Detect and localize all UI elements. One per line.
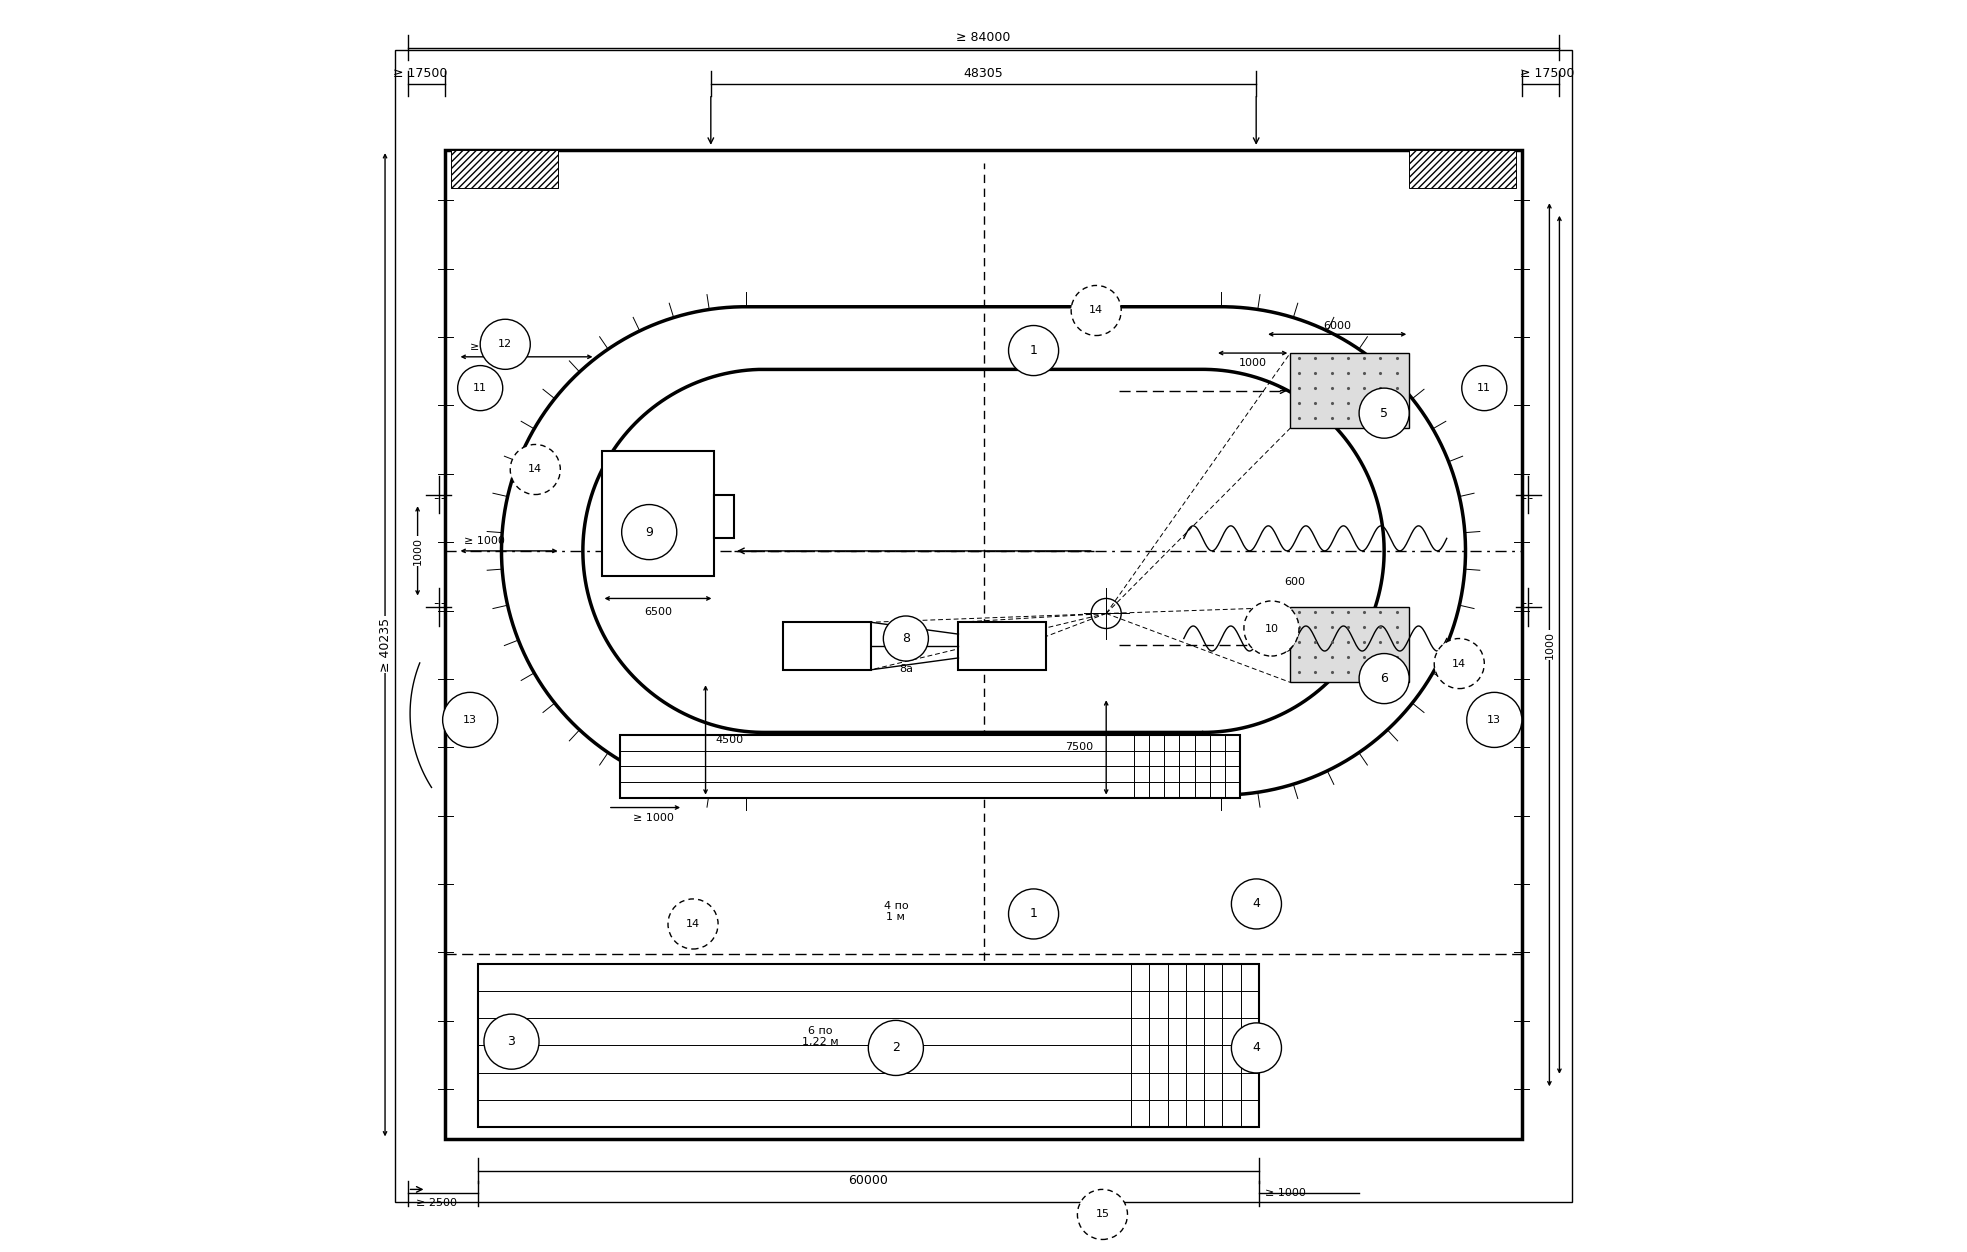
Circle shape	[1359, 388, 1408, 438]
Circle shape	[1231, 1023, 1281, 1073]
Text: 1: 1	[1029, 908, 1037, 920]
Text: 1000: 1000	[413, 537, 423, 565]
Bar	[1290, 353, 1408, 428]
Circle shape	[509, 444, 561, 495]
Text: ≥ 1000: ≥ 1000	[1265, 1188, 1306, 1198]
Text: 4500: 4500	[716, 735, 744, 745]
Text: 14: 14	[686, 919, 700, 929]
Text: 6: 6	[1381, 672, 1389, 685]
Circle shape	[1243, 601, 1298, 656]
Text: 6 по
1,22 м: 6 по 1,22 м	[803, 1025, 840, 1048]
Text: 5: 5	[1381, 407, 1389, 419]
Bar	[1408, 150, 1517, 188]
Text: ≥ 17500: ≥ 17500	[393, 68, 447, 80]
Text: 14: 14	[1090, 305, 1103, 316]
Bar	[620, 735, 1239, 798]
Circle shape	[1434, 639, 1485, 689]
Text: 6000: 6000	[1324, 321, 1351, 331]
Text: ≥ 1000: ≥ 1000	[464, 536, 506, 546]
Text: 12: 12	[498, 339, 511, 349]
Text: ≥ 84000: ≥ 84000	[956, 31, 1011, 44]
Text: 8а: 8а	[899, 664, 913, 674]
Circle shape	[1009, 326, 1058, 376]
Text: 14: 14	[529, 464, 543, 475]
Text: 1000: 1000	[1239, 358, 1267, 368]
Bar	[714, 495, 734, 538]
Text: 60000: 60000	[848, 1174, 889, 1187]
Circle shape	[480, 319, 531, 369]
Circle shape	[458, 366, 504, 411]
Circle shape	[622, 505, 677, 560]
Circle shape	[867, 1020, 923, 1075]
Text: 11: 11	[474, 383, 488, 393]
Text: 2: 2	[891, 1042, 899, 1054]
Text: ≥ 1000: ≥ 1000	[633, 813, 675, 823]
Bar	[958, 622, 1046, 670]
Bar	[602, 451, 714, 576]
Text: 13: 13	[462, 715, 478, 725]
Text: 15: 15	[1096, 1209, 1109, 1219]
Text: 3: 3	[507, 1035, 515, 1048]
Text: 600: 600	[1284, 577, 1304, 587]
Circle shape	[883, 616, 928, 661]
Text: 1000: 1000	[1544, 631, 1554, 659]
Text: или: или	[897, 644, 915, 654]
Text: ≥ 1000: ≥ 1000	[470, 342, 511, 352]
Text: 1: 1	[1029, 344, 1037, 357]
Text: ≥ 17500: ≥ 17500	[1520, 68, 1574, 80]
Text: ≥ 40235: ≥ 40235	[378, 617, 391, 672]
Text: 4: 4	[1253, 898, 1261, 910]
Text: 6500: 6500	[643, 607, 673, 617]
Bar	[478, 964, 1259, 1127]
Text: 7500: 7500	[1066, 742, 1094, 752]
Bar	[1290, 607, 1408, 682]
Circle shape	[1078, 1189, 1127, 1239]
Circle shape	[1072, 285, 1121, 336]
Bar	[783, 622, 871, 670]
Circle shape	[443, 692, 498, 747]
Circle shape	[1461, 366, 1507, 411]
Text: 14: 14	[1452, 659, 1465, 669]
Circle shape	[1467, 692, 1522, 747]
Bar	[445, 150, 1522, 1139]
Text: 10: 10	[1265, 623, 1279, 634]
Circle shape	[1359, 654, 1408, 704]
Text: 13: 13	[1487, 715, 1501, 725]
Circle shape	[1231, 879, 1281, 929]
Text: 4 по
1 м: 4 по 1 м	[883, 900, 909, 923]
Text: 11: 11	[1477, 383, 1491, 393]
Circle shape	[669, 899, 718, 949]
Text: 9: 9	[645, 526, 653, 538]
Text: 8: 8	[903, 632, 911, 645]
Text: 4: 4	[1253, 1042, 1261, 1054]
Text: 48305: 48305	[964, 68, 1003, 80]
Bar	[450, 150, 559, 188]
Circle shape	[1009, 889, 1058, 939]
Circle shape	[484, 1014, 539, 1069]
Text: ≥ 2500: ≥ 2500	[415, 1198, 456, 1208]
